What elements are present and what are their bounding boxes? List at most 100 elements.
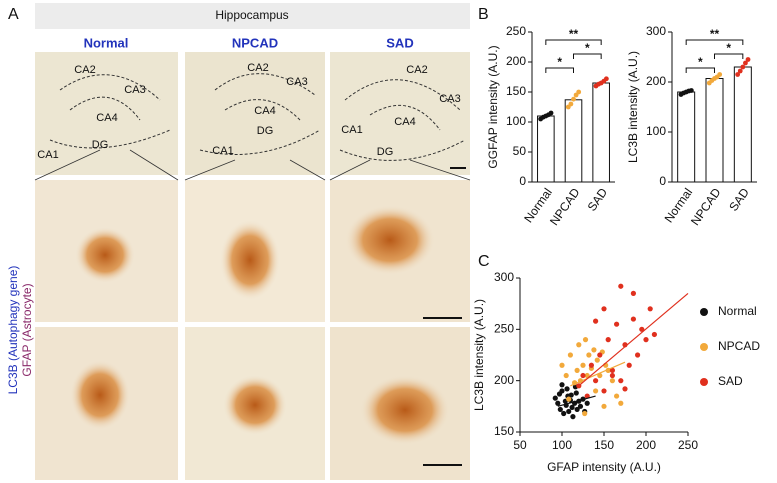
data-point (561, 410, 567, 417)
data-point (618, 283, 624, 289)
header-bar (35, 3, 470, 29)
column-title: SAD (386, 35, 413, 50)
data-point (557, 406, 563, 413)
cell (360, 375, 450, 445)
data-point (740, 64, 746, 70)
data-point (601, 403, 607, 409)
side-label-lc3b: LC3B (Autophagy gene) (6, 266, 20, 395)
sig-bracket (545, 39, 602, 45)
bar (733, 66, 752, 183)
region-label: DG (377, 146, 394, 158)
y-tick-label: 0 (659, 174, 666, 188)
x-tick-label: 200 (636, 438, 656, 452)
sig-label: * (585, 41, 590, 55)
data-point (643, 337, 649, 343)
region-label: CA2 (74, 64, 95, 76)
y-tick-label: 250 (494, 322, 514, 336)
data-point (582, 337, 589, 343)
cell (345, 205, 435, 275)
data-point (630, 316, 637, 322)
data-point (603, 76, 609, 82)
data-point (745, 57, 751, 62)
zoom-line (34, 149, 471, 181)
y-tick-label: 100 (506, 114, 526, 128)
sig-bracket (685, 39, 744, 45)
column-title: Normal (84, 35, 129, 50)
data-point (605, 337, 611, 343)
sig-label: * (726, 41, 731, 55)
y-tick-label: 200 (646, 74, 666, 88)
data-point (609, 367, 616, 373)
y-axis-label: LC3B intensity (A.U.) (626, 51, 640, 163)
region-label: CA2 (247, 62, 268, 74)
fit-line (570, 361, 626, 387)
data-point (743, 60, 748, 66)
data-point (582, 410, 588, 417)
region-label: DG (257, 125, 274, 137)
region-label: CA3 (124, 84, 145, 96)
y-tick-label: 300 (494, 270, 514, 284)
data-point (559, 382, 565, 388)
y-tick-label: 200 (494, 373, 514, 387)
data-point (597, 352, 603, 358)
data-point (563, 372, 569, 379)
panel-a: Hippocampus Normal NPCAD SAD (6, 3, 471, 480)
data-point (688, 88, 694, 93)
x-tick-label: 100 (552, 438, 572, 452)
data-point (717, 72, 723, 77)
data-point (584, 400, 590, 406)
cell (70, 360, 130, 430)
image (330, 52, 470, 175)
x-tick-label: 250 (678, 438, 698, 452)
side-label-gfap: GFAP (Astrocyte) (20, 283, 34, 376)
y-tick-label: 250 (506, 24, 526, 38)
x-axis-label: GFAP intensity (A.U.) (547, 460, 661, 474)
sig-label: * (557, 55, 562, 69)
panel-label: A (8, 6, 19, 23)
y-tick-label: 100 (646, 124, 666, 138)
x-tick-label: NPCAD (547, 185, 583, 228)
outline (199, 73, 321, 155)
region-label: CA4 (254, 105, 275, 117)
sig-bracket (573, 53, 602, 59)
data-point (568, 392, 574, 398)
column-title: NPCAD (232, 35, 278, 50)
bar (564, 99, 583, 183)
data-point (593, 378, 599, 384)
panel-label: C (478, 253, 490, 270)
data-point (567, 352, 574, 358)
data-point (651, 331, 658, 338)
y-tick-label: 50 (513, 144, 527, 158)
data-point (548, 110, 554, 116)
data-point (564, 386, 570, 392)
outline (339, 79, 466, 161)
data-point (601, 306, 607, 312)
sig-bracket (545, 67, 574, 73)
cell (223, 375, 287, 435)
x-tick-label: 50 (513, 438, 527, 452)
sig-label: ** (710, 27, 720, 41)
data-point (626, 362, 632, 368)
bar (592, 82, 610, 183)
region-label: CA4 (96, 112, 117, 124)
side-label: GFAP (Astrocyte) (20, 283, 34, 376)
data-point (559, 362, 565, 368)
data-point (580, 362, 586, 368)
images (34, 52, 471, 480)
fit-line (557, 395, 596, 407)
data-point (647, 306, 653, 312)
outline (49, 74, 171, 149)
region-label: CA1 (212, 145, 233, 157)
data-point (566, 408, 572, 415)
data-point (574, 367, 580, 373)
header-title: Hippocampus (215, 8, 288, 22)
data-point (594, 357, 600, 363)
data-point (630, 290, 637, 296)
y-axis-label: LC3B intensity (A.U.) (472, 299, 486, 411)
data-point (580, 372, 586, 379)
data-point (614, 393, 620, 399)
sig-bracket (685, 67, 715, 73)
region-label: CA1 (37, 149, 58, 161)
x-tick-label: SAD (726, 185, 752, 214)
